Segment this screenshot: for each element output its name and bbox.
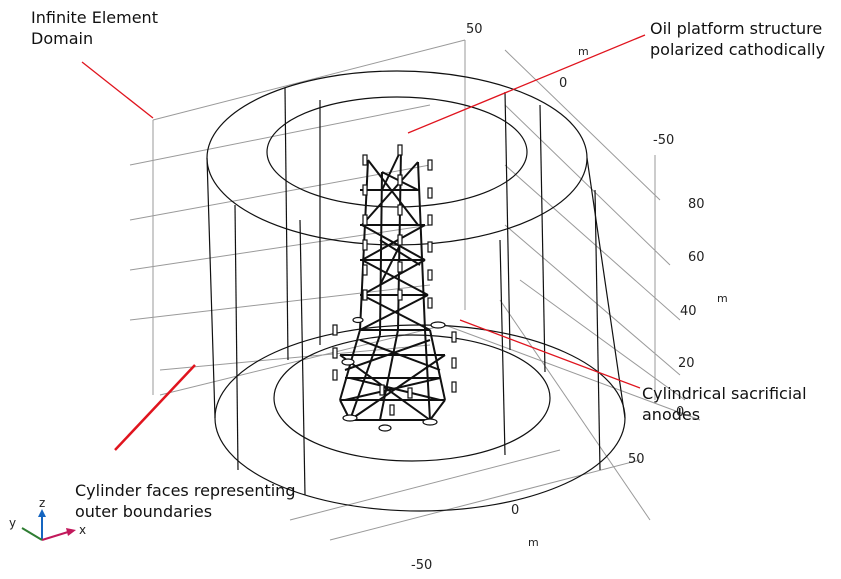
leader-lines [81,34,646,451]
y-tick-neg50: -50 [653,133,675,148]
sacrificial-anodes [332,144,457,416]
x-tick-50: 50 [628,452,645,467]
inner-cylinder-top [266,96,528,208]
leader-cylinder-faces [114,364,196,451]
y-unit: m [578,45,589,58]
axis-triad [21,509,76,541]
z-tick-40: 40 [680,304,697,319]
platform-legs [341,316,446,432]
z-tick-60: 60 [688,250,705,265]
triad-y-label: y [9,516,17,530]
z-unit: m [717,292,728,305]
x-tick-neg50: -50 [411,558,433,573]
z-tick-20: 20 [678,356,695,371]
leader-infinite-domain [81,61,154,119]
leader-anodes [459,319,641,389]
y-tick-50: 50 [466,22,483,37]
triad-z-label: z [39,496,46,510]
z-tick-80: 80 [688,197,705,212]
label-infinite-element-domain: Infinite Element Domain [31,8,158,48]
x-unit: m [528,536,539,549]
leader-oil-platform [407,34,646,134]
label-cylinder-faces: Cylinder faces representing outer bounda… [75,481,296,521]
triad-x-label: x [79,523,87,537]
label-sacrificial-anodes: Cylindrical sacrificial anodes [642,384,807,424]
grid-lines [129,39,701,541]
label-oil-platform: Oil platform structure polarized cathodi… [650,19,826,59]
z-tick-0: 0 [676,405,685,420]
x-tick-0: 0 [511,503,520,518]
y-tick-0: 0 [559,76,568,91]
inner-cylinder-bottom [273,334,551,462]
